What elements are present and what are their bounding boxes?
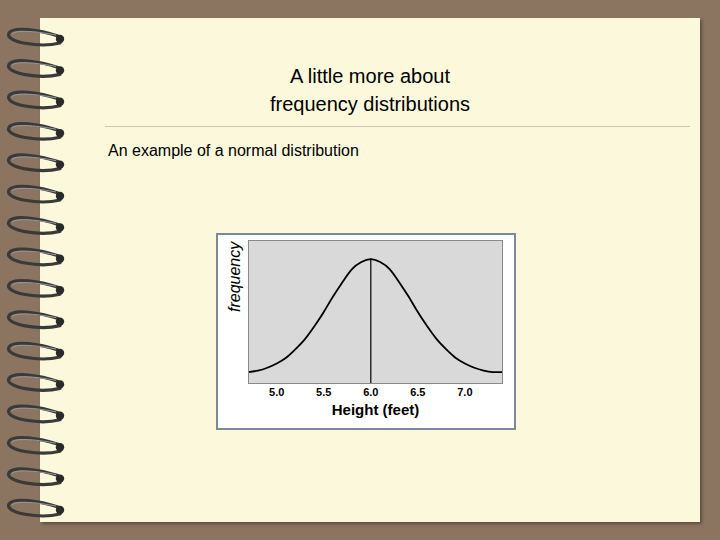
svg-text:5.0: 5.0 (269, 386, 284, 398)
html-text:An example of a normal distrib: An example of a normal distribution (108, 142, 359, 159)
html-text:frequency distributions: frequency distributions (269, 93, 470, 115)
svg-text:6.0: 6.0 (363, 386, 378, 398)
svg-text:5.5: 5.5 (316, 386, 331, 398)
html-text:A little more about: A little more about (290, 65, 450, 87)
svg-text:Height (feet): Height (feet) (332, 401, 420, 418)
svg-text:frequency: frequency (226, 241, 243, 312)
svg-text:7.0: 7.0 (457, 386, 472, 398)
svg-text:6.5: 6.5 (410, 386, 425, 398)
